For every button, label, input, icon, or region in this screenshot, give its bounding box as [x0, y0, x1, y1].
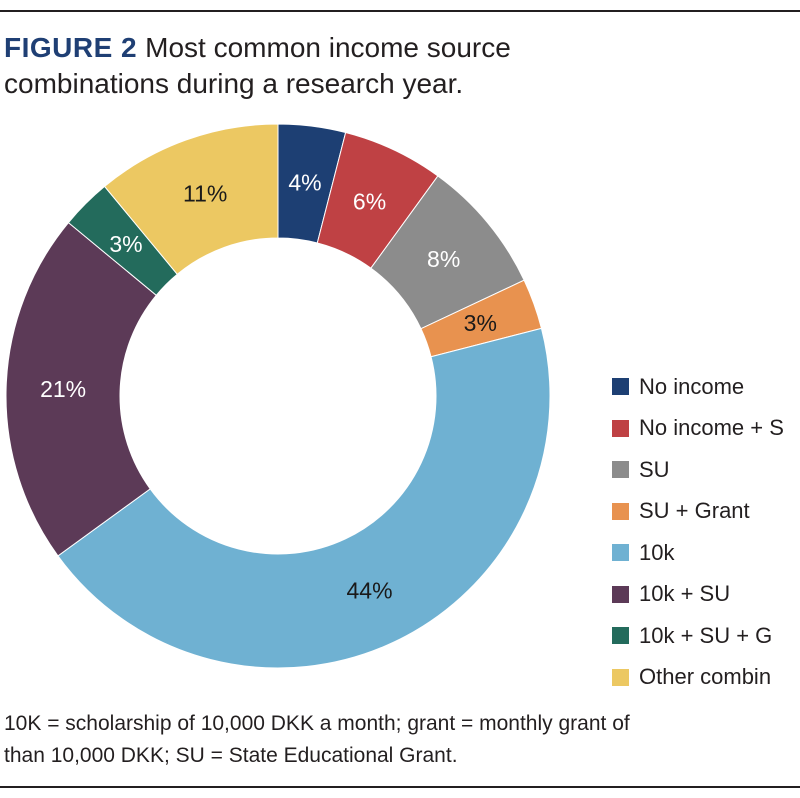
- footnote: 10K = scholarship of 10,000 DKK a month;…: [4, 708, 800, 772]
- legend-swatch: [612, 668, 629, 686]
- legend-swatch: [612, 461, 629, 479]
- legend-item-8: Other combin: [612, 657, 800, 699]
- figure-title-line1: Most common income source: [145, 32, 511, 63]
- legend-item-4: SU + Grant: [612, 491, 800, 533]
- legend-item-3: SU: [612, 449, 800, 491]
- slice-6: [5, 221, 157, 557]
- legend-swatch: [612, 419, 629, 437]
- chart-legend: No income No income + S SU SU + Grant 10k 10k…: [612, 366, 800, 698]
- legend-label: No income + S: [639, 415, 784, 441]
- footnote-line1: 10K = scholarship of 10,000 DKK a month;…: [4, 712, 630, 735]
- legend-item-5: 10k: [612, 532, 800, 574]
- legend-swatch: [612, 502, 629, 520]
- slice-label-4: 3%: [464, 310, 497, 336]
- slice-label-2: 6%: [353, 188, 386, 214]
- legend-item-1: No income: [612, 366, 800, 408]
- legend-swatch: [612, 627, 629, 645]
- legend-label: 10k + SU + G: [639, 622, 773, 648]
- legend-item-6: 10k + SU: [612, 574, 800, 616]
- figure-title: FIGURE 2 Most common income source combin…: [4, 30, 794, 102]
- legend-label: SU: [639, 456, 670, 482]
- slice-8: [103, 123, 279, 275]
- slice-label-1: 4%: [288, 170, 321, 196]
- figure-label: FIGURE 2: [4, 32, 138, 63]
- slice-5: [57, 327, 551, 669]
- slice-label-6: 21%: [40, 376, 86, 402]
- slice-label-8: 11%: [183, 181, 227, 207]
- footnote-line2: than 10,000 DKK; SU = State Educational …: [4, 744, 458, 767]
- legend-label: 10k: [639, 539, 675, 565]
- bottom-rule: [0, 786, 800, 788]
- legend-label: SU + Grant: [639, 498, 750, 524]
- slice-label-5: 44%: [347, 578, 393, 604]
- legend-label: Other combin: [639, 664, 772, 690]
- slice-label-7: 3%: [109, 231, 142, 257]
- legend-label: No income: [639, 373, 745, 399]
- legend-item-2: No income + S: [612, 408, 800, 450]
- legend-label: 10k + SU: [639, 581, 731, 607]
- legend-swatch: [612, 585, 629, 603]
- figure-title-line2: combinations during a research year.: [4, 68, 464, 99]
- legend-swatch: [612, 544, 629, 562]
- legend-item-7: 10k + SU + G: [612, 615, 800, 657]
- legend-swatch: [612, 378, 629, 396]
- top-rule: [0, 10, 800, 12]
- slice-label-3: 8%: [427, 246, 460, 272]
